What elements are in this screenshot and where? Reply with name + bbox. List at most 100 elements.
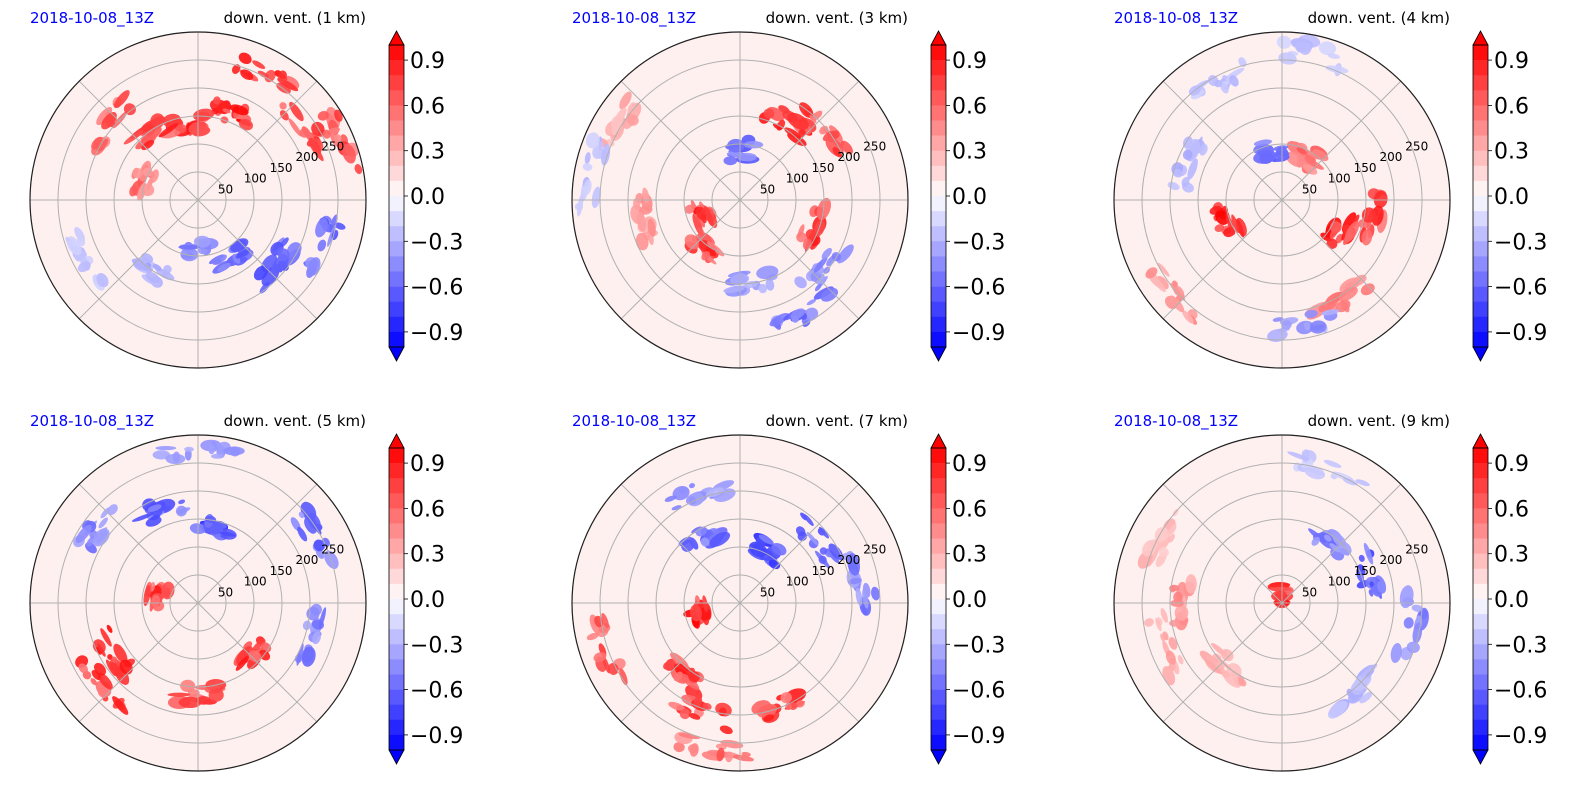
- colorbar-band: [1473, 196, 1488, 212]
- colorbar-band: [931, 583, 946, 600]
- field-cell: [796, 231, 807, 243]
- field-cell: [1406, 641, 1420, 653]
- colorbar-band: [1473, 45, 1488, 61]
- grid-spoke: [620, 80, 741, 201]
- colorbar-band: [1473, 689, 1488, 705]
- field-cell: [307, 512, 321, 530]
- ring-label: 50: [1302, 585, 1317, 599]
- grid-spoke: [78, 483, 199, 604]
- colorbar-band: [1473, 75, 1488, 91]
- panel-title-field: down. vent. (5 km): [224, 412, 366, 430]
- field-cell: [111, 656, 118, 664]
- grid-spoke: [1281, 80, 1402, 201]
- colorbar-tick-label: 0.3: [410, 140, 445, 165]
- field-cell: [1326, 238, 1338, 249]
- field-cell: [354, 164, 363, 175]
- colorbar-band: [931, 301, 946, 318]
- field-cell: [700, 213, 707, 224]
- colorbar-band: [931, 196, 946, 212]
- colorbar-band: [931, 331, 946, 348]
- colorbar-band: [389, 150, 404, 167]
- field-cell: [334, 222, 346, 230]
- grid-spoke: [78, 199, 199, 320]
- field-cell: [1168, 637, 1178, 650]
- field-cell: [1199, 143, 1208, 156]
- colorbar-band: [1473, 241, 1488, 257]
- field-cell: [318, 607, 327, 629]
- field-cell: [141, 253, 154, 263]
- colorbar-band: [1473, 286, 1488, 302]
- field-cell: [1360, 283, 1375, 296]
- polar-panel-6: 2018-10-08_13Z down. vent. (9 km) 50 100150…: [1113, 412, 1547, 772]
- colorbar-band: [389, 286, 404, 302]
- field-cell: [312, 631, 321, 645]
- ring-label: 250: [1405, 139, 1428, 153]
- field-cell: [668, 701, 685, 711]
- colorbar-band: [389, 463, 404, 479]
- field-cell: [91, 136, 103, 150]
- colorbar-extend-max: [930, 30, 947, 46]
- field-cell: [768, 559, 781, 570]
- field-cell: [1165, 650, 1176, 666]
- field-cell: [236, 646, 254, 665]
- grid-spoke: [1162, 80, 1283, 201]
- field-cell: [1304, 321, 1311, 331]
- colorbar-tick-label: 0.0: [410, 588, 445, 613]
- grid-spoke: [1162, 199, 1283, 320]
- field-cell: [591, 186, 601, 209]
- field-layer: [1145, 34, 1388, 342]
- field-cell: [67, 238, 76, 247]
- field-cell: [1321, 309, 1340, 316]
- field-cell: [1327, 700, 1348, 719]
- field-cell: [313, 539, 325, 552]
- colorbar-band: [931, 493, 946, 509]
- colorbar-band: [931, 90, 946, 106]
- ring-label: 50: [760, 585, 775, 599]
- polar-outline: [571, 434, 909, 772]
- field-cell: [678, 733, 701, 740]
- field-cell: [681, 539, 694, 552]
- colorbar-tick-label: 0.9: [952, 49, 987, 74]
- field-cell: [1312, 324, 1324, 331]
- colorbar-tick-label: 0.3: [952, 140, 987, 165]
- ring-label: 150: [812, 161, 835, 175]
- field-cell: [626, 114, 639, 126]
- colorbar-band: [389, 659, 404, 675]
- polar-outline: [571, 31, 909, 369]
- colorbar-band: [931, 120, 946, 136]
- field-cell: [1220, 669, 1230, 679]
- field-cell: [97, 672, 113, 690]
- colorbar-band: [931, 180, 946, 197]
- colorbar-tick-label: −0.6: [952, 679, 1005, 704]
- field-cell: [296, 643, 304, 666]
- field-cell: [145, 516, 162, 527]
- field-cell: [773, 123, 783, 130]
- grid-spoke: [78, 602, 199, 723]
- field-cell: [862, 588, 869, 609]
- colorbar-band: [1473, 180, 1488, 197]
- colorbar-band: [389, 629, 404, 645]
- colorbar-extend-max: [1472, 30, 1489, 46]
- colorbar-tick-label: −0.9: [410, 321, 463, 346]
- field-cell: [1327, 53, 1341, 59]
- field-cell: [636, 211, 647, 232]
- field-cell: [586, 632, 599, 641]
- field-cell: [672, 485, 690, 501]
- field-cell: [75, 524, 92, 544]
- field-cell: [765, 278, 775, 291]
- colorbar-band: [931, 316, 946, 333]
- field-cell: [1323, 459, 1342, 468]
- field-cell: [1325, 65, 1349, 74]
- colorbar-tick-label: 0.3: [952, 543, 987, 568]
- colorbar-band: [931, 629, 946, 645]
- ring-label: 200: [1380, 553, 1403, 567]
- field-cell: [671, 505, 682, 511]
- field-cell: [155, 268, 175, 281]
- field-cell: [208, 688, 224, 702]
- field-cell: [167, 692, 191, 697]
- colorbar-band: [389, 493, 404, 509]
- field-cell: [1308, 528, 1326, 544]
- field-cell: [1238, 57, 1247, 67]
- field-cell: [780, 692, 792, 704]
- colorbar-band: [389, 135, 404, 151]
